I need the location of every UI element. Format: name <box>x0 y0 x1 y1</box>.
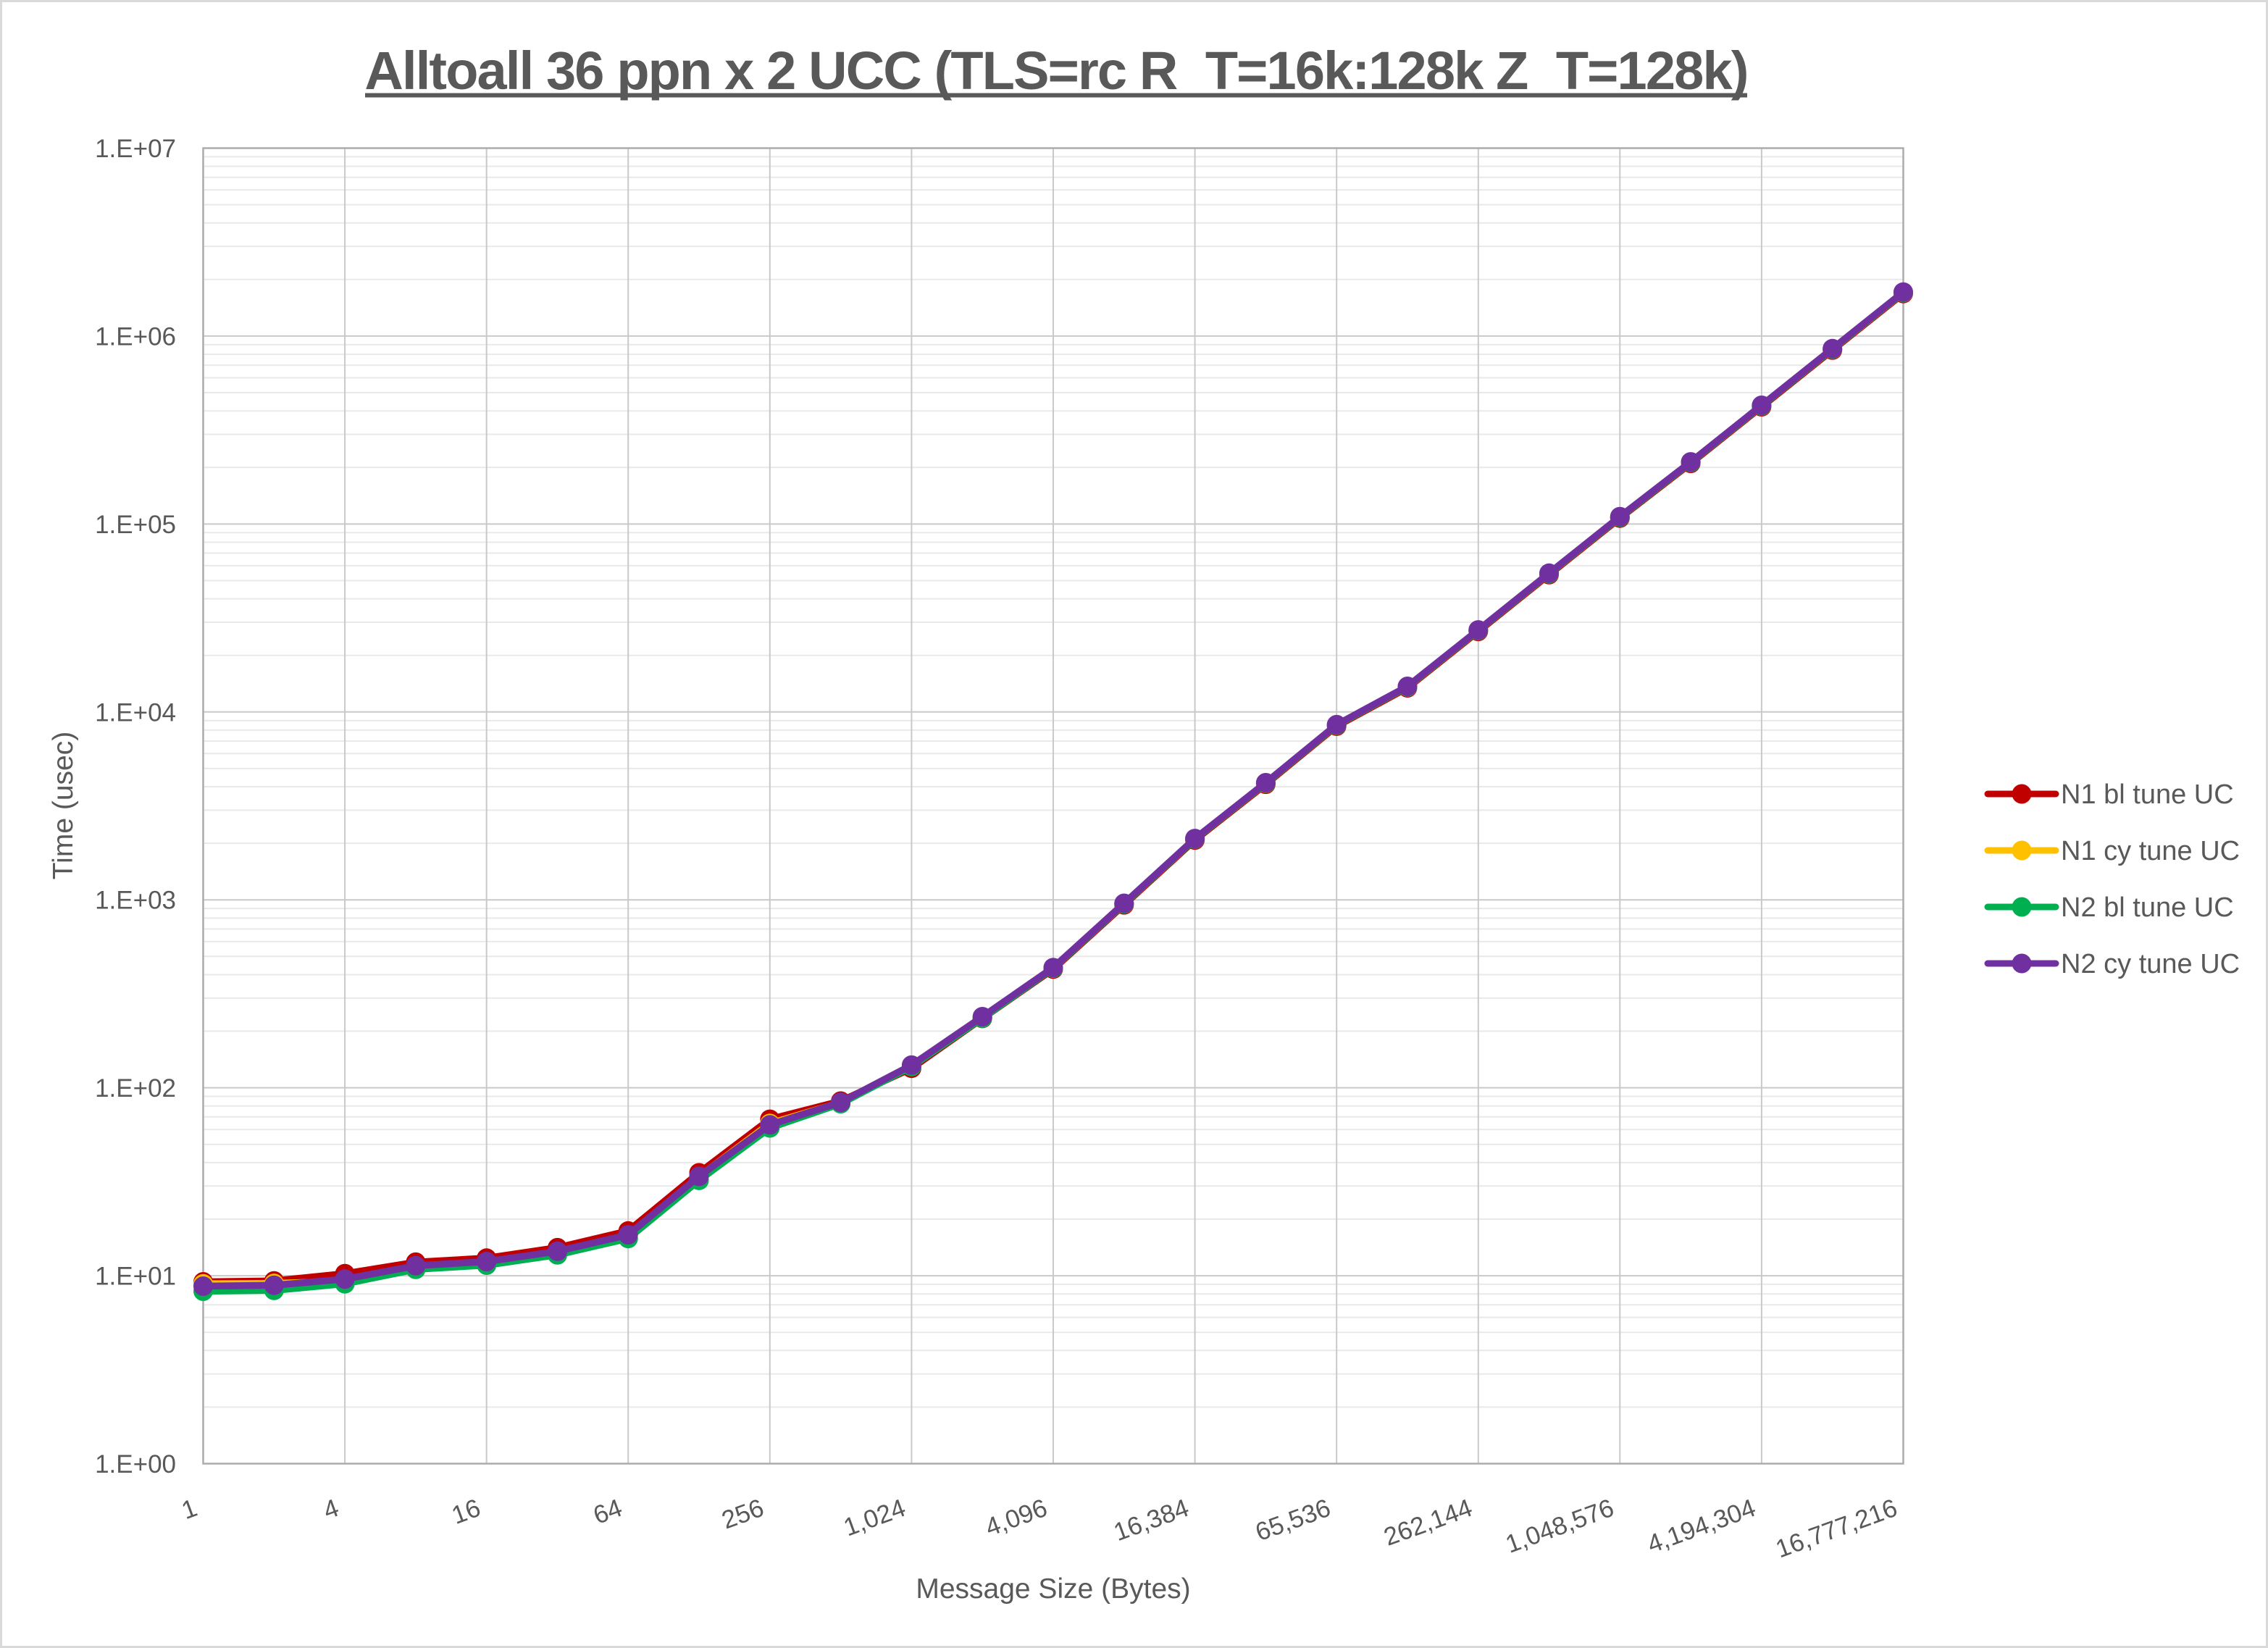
svg-text:1.E+04: 1.E+04 <box>95 698 176 727</box>
svg-text:1.E+07: 1.E+07 <box>95 135 176 163</box>
svg-text:1.E+00: 1.E+00 <box>95 1450 176 1478</box>
svg-text:1.E+05: 1.E+05 <box>95 511 176 539</box>
svg-text:Message Size (Bytes): Message Size (Bytes) <box>916 1573 1190 1605</box>
svg-text:N2 bl tune UC: N2 bl tune UC <box>2061 892 2234 923</box>
svg-text:1.E+01: 1.E+01 <box>95 1263 176 1291</box>
svg-text:1.E+06: 1.E+06 <box>95 322 176 351</box>
svg-text:N2 cy tune UC: N2 cy tune UC <box>2061 949 2240 979</box>
svg-text:Time (usec): Time (usec) <box>48 732 79 879</box>
svg-text:1.E+03: 1.E+03 <box>95 887 176 915</box>
svg-text:N1 cy tune UC: N1 cy tune UC <box>2061 836 2240 866</box>
svg-text:N1 bl tune UC: N1 bl tune UC <box>2061 779 2234 810</box>
svg-text:Alltoall 36 ppn x 2 UCC (TLS=r: Alltoall 36 ppn x 2 UCC (TLS=rc R_T=16k:… <box>364 41 1747 101</box>
svg-text:1.E+02: 1.E+02 <box>95 1074 176 1103</box>
